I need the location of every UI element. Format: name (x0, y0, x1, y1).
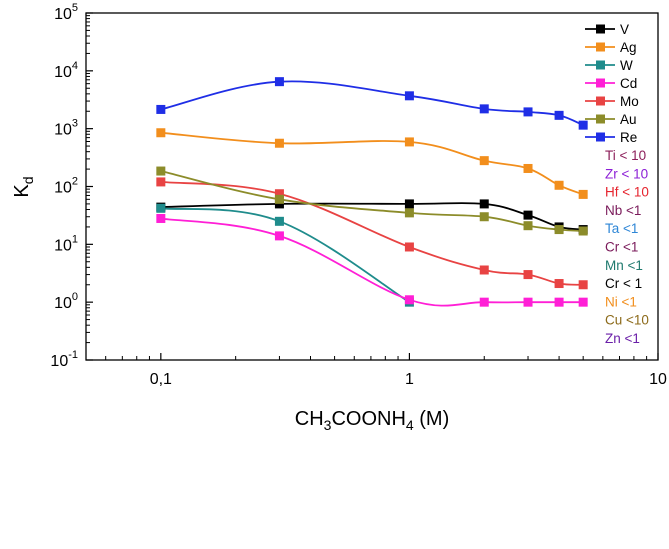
limit-annotations: Ti < 10 Zr < 10 Hf < 10 Nb <1 Ta <1 Cr <1 Mn <… (605, 148, 649, 346)
data-point-mo (523, 270, 533, 280)
legend: V Ag W Cd Mo Au Re (585, 22, 639, 145)
y-tick-label: 100 (54, 291, 78, 312)
annotation-ta-1: Ta <1 (605, 221, 638, 236)
data-point-w (156, 203, 166, 213)
legend-label-w: W (620, 58, 633, 73)
fit-curves (160, 80, 584, 307)
data-point-cd (479, 297, 489, 307)
y-tick-label: 101 (54, 233, 78, 254)
data-point-v (274, 199, 284, 209)
legend-marker-mo (596, 96, 605, 106)
data-point-ag (578, 189, 588, 199)
data-point-au (479, 212, 489, 222)
data-point-au (523, 221, 533, 231)
x-tick-label: 0,1 (150, 371, 172, 388)
annotation-zn-1: Zn <1 (605, 331, 640, 346)
series-line-re (160, 80, 584, 127)
x-tick-label: 1 (405, 371, 414, 388)
data-point-mo (554, 279, 564, 289)
data-point-au (156, 166, 166, 176)
legend-label-mo: Mo (620, 94, 639, 109)
annotation-zr-10: Zr < 10 (605, 166, 648, 181)
data-point-au (274, 194, 284, 204)
data-point-re (156, 104, 166, 114)
series-line-v (160, 202, 584, 231)
data-point-cd (523, 297, 533, 307)
annotation-cu-10: Cu <10 (605, 313, 649, 328)
legend-label-au: Au (620, 112, 637, 127)
data-point-ag (404, 137, 414, 147)
data-point-re (404, 91, 414, 101)
data-point-au (404, 208, 414, 218)
data-point-ag (554, 180, 564, 190)
data-point-cd (578, 297, 588, 307)
data-point-cd (554, 297, 564, 307)
data-point-au (578, 226, 588, 236)
y-tick-label: 103 (54, 118, 78, 139)
data-markers (156, 77, 588, 307)
data-point-re (523, 107, 533, 117)
data-point-ag (156, 128, 166, 138)
annotation-hf-10: Hf < 10 (605, 185, 649, 200)
legend-label-ag: Ag (620, 40, 637, 55)
y-axis-title: Kd (11, 176, 36, 197)
y-tick-label: 10-1 (50, 349, 78, 370)
data-point-au (554, 225, 564, 235)
annotation-ni-1: Ni <1 (605, 294, 637, 309)
data-point-v (479, 199, 489, 209)
legend-marker-v (596, 24, 605, 34)
series-line-mo (160, 181, 584, 286)
x-axis-title: CH3COONH4 (M) (295, 408, 449, 433)
legend-label-v: V (620, 22, 629, 37)
data-point-re (578, 120, 588, 130)
legend-marker-w (596, 60, 605, 70)
legend-marker-ag (596, 42, 605, 52)
data-point-re (274, 77, 284, 87)
annotation-cr-1: Cr <1 (605, 240, 638, 255)
legend-marker-au (596, 114, 605, 124)
data-point-re (479, 104, 489, 114)
data-point-cd (156, 213, 166, 223)
annotation-cr-1: Cr < 1 (605, 276, 642, 291)
data-point-mo (156, 177, 166, 187)
data-point-v (404, 199, 414, 209)
annotation-mn-1: Mn <1 (605, 258, 643, 273)
plot-frame (85, 12, 659, 361)
data-point-mo (274, 189, 284, 199)
data-point-mo (479, 265, 489, 275)
legend-label-cd: Cd (620, 76, 637, 91)
legend-marker-re (596, 132, 605, 142)
annotation-nb-1: Nb <1 (605, 203, 641, 218)
data-point-w (274, 216, 284, 226)
data-point-mo (578, 280, 588, 290)
legend-marker-cd (596, 78, 605, 88)
legend-label-re: Re (620, 130, 637, 145)
y-tick-label: 102 (54, 176, 78, 197)
data-point-ag (479, 156, 489, 166)
annotation-ti-10: Ti < 10 (605, 148, 646, 163)
axis-ticks: 10-1 100 101 102 103 104 105 0,1 1 10 (50, 2, 667, 388)
y-tick-label: 104 (54, 60, 78, 81)
data-point-ag (274, 138, 284, 148)
data-point-cd (404, 295, 414, 305)
data-point-cd (274, 231, 284, 241)
x-tick-label: 10 (649, 371, 667, 388)
data-point-ag (523, 163, 533, 173)
data-point-v (523, 210, 533, 220)
y-tick-label: 105 (54, 2, 78, 23)
data-point-mo (404, 242, 414, 252)
data-point-re (554, 110, 564, 120)
series-line-au (160, 170, 584, 232)
